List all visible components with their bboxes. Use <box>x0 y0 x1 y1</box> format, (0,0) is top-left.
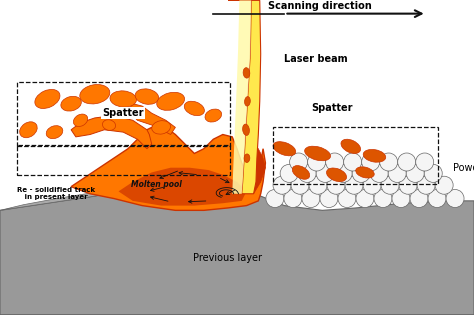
Text: Spatter: Spatter <box>311 103 353 113</box>
Ellipse shape <box>356 167 374 178</box>
Text: Re - solidified track
   in present layer: Re - solidified track in present layer <box>17 187 95 200</box>
Circle shape <box>406 164 424 182</box>
Ellipse shape <box>273 142 296 156</box>
Circle shape <box>266 190 284 208</box>
Circle shape <box>424 164 442 182</box>
Circle shape <box>363 176 381 194</box>
Text: Spatter: Spatter <box>102 108 144 118</box>
Circle shape <box>280 164 298 182</box>
Circle shape <box>381 176 399 194</box>
Circle shape <box>356 190 374 208</box>
Polygon shape <box>228 0 261 194</box>
Ellipse shape <box>35 89 60 108</box>
Circle shape <box>374 190 392 208</box>
Circle shape <box>362 153 380 171</box>
Circle shape <box>410 190 428 208</box>
Circle shape <box>416 153 434 171</box>
Circle shape <box>308 153 326 171</box>
Polygon shape <box>128 104 175 135</box>
Circle shape <box>435 176 453 194</box>
Text: Scanning direction: Scanning direction <box>268 1 372 11</box>
Circle shape <box>316 164 334 182</box>
Circle shape <box>392 190 410 208</box>
Ellipse shape <box>102 120 116 130</box>
Ellipse shape <box>205 109 221 122</box>
Ellipse shape <box>243 124 249 135</box>
Circle shape <box>380 153 398 171</box>
Circle shape <box>417 176 435 194</box>
Ellipse shape <box>135 89 159 104</box>
Circle shape <box>284 190 302 208</box>
Ellipse shape <box>46 126 63 139</box>
Circle shape <box>326 153 344 171</box>
Polygon shape <box>249 144 265 194</box>
Circle shape <box>399 176 417 194</box>
Circle shape <box>334 164 352 182</box>
Ellipse shape <box>244 154 250 163</box>
Circle shape <box>302 190 320 208</box>
Circle shape <box>428 190 446 208</box>
Polygon shape <box>71 116 152 149</box>
Ellipse shape <box>292 166 310 179</box>
Circle shape <box>338 190 356 208</box>
Ellipse shape <box>157 92 184 110</box>
Ellipse shape <box>110 91 137 107</box>
Circle shape <box>398 153 416 171</box>
Polygon shape <box>0 168 474 315</box>
Ellipse shape <box>61 96 82 111</box>
Circle shape <box>327 176 345 194</box>
Polygon shape <box>0 156 218 210</box>
Ellipse shape <box>363 149 386 162</box>
Ellipse shape <box>243 68 250 78</box>
Polygon shape <box>118 168 246 206</box>
Ellipse shape <box>305 146 330 161</box>
Circle shape <box>344 153 362 171</box>
Circle shape <box>298 164 316 182</box>
Ellipse shape <box>184 101 204 116</box>
Circle shape <box>345 176 363 194</box>
Text: Molten pool: Molten pool <box>131 180 182 189</box>
Ellipse shape <box>80 84 110 104</box>
Circle shape <box>388 164 406 182</box>
Text: Powder: Powder <box>453 163 474 173</box>
Ellipse shape <box>73 114 88 127</box>
Polygon shape <box>228 0 251 194</box>
Ellipse shape <box>245 97 250 106</box>
Text: Laser beam: Laser beam <box>284 54 348 64</box>
Polygon shape <box>71 125 265 210</box>
Circle shape <box>320 190 338 208</box>
Ellipse shape <box>152 121 171 134</box>
Ellipse shape <box>327 168 346 182</box>
Circle shape <box>352 164 370 182</box>
Ellipse shape <box>19 122 37 138</box>
Circle shape <box>290 153 308 171</box>
Text: Previous layer: Previous layer <box>193 253 262 263</box>
Circle shape <box>309 176 327 194</box>
Circle shape <box>370 164 388 182</box>
Ellipse shape <box>341 139 361 153</box>
Circle shape <box>291 176 309 194</box>
Circle shape <box>273 176 291 194</box>
Circle shape <box>446 190 464 208</box>
